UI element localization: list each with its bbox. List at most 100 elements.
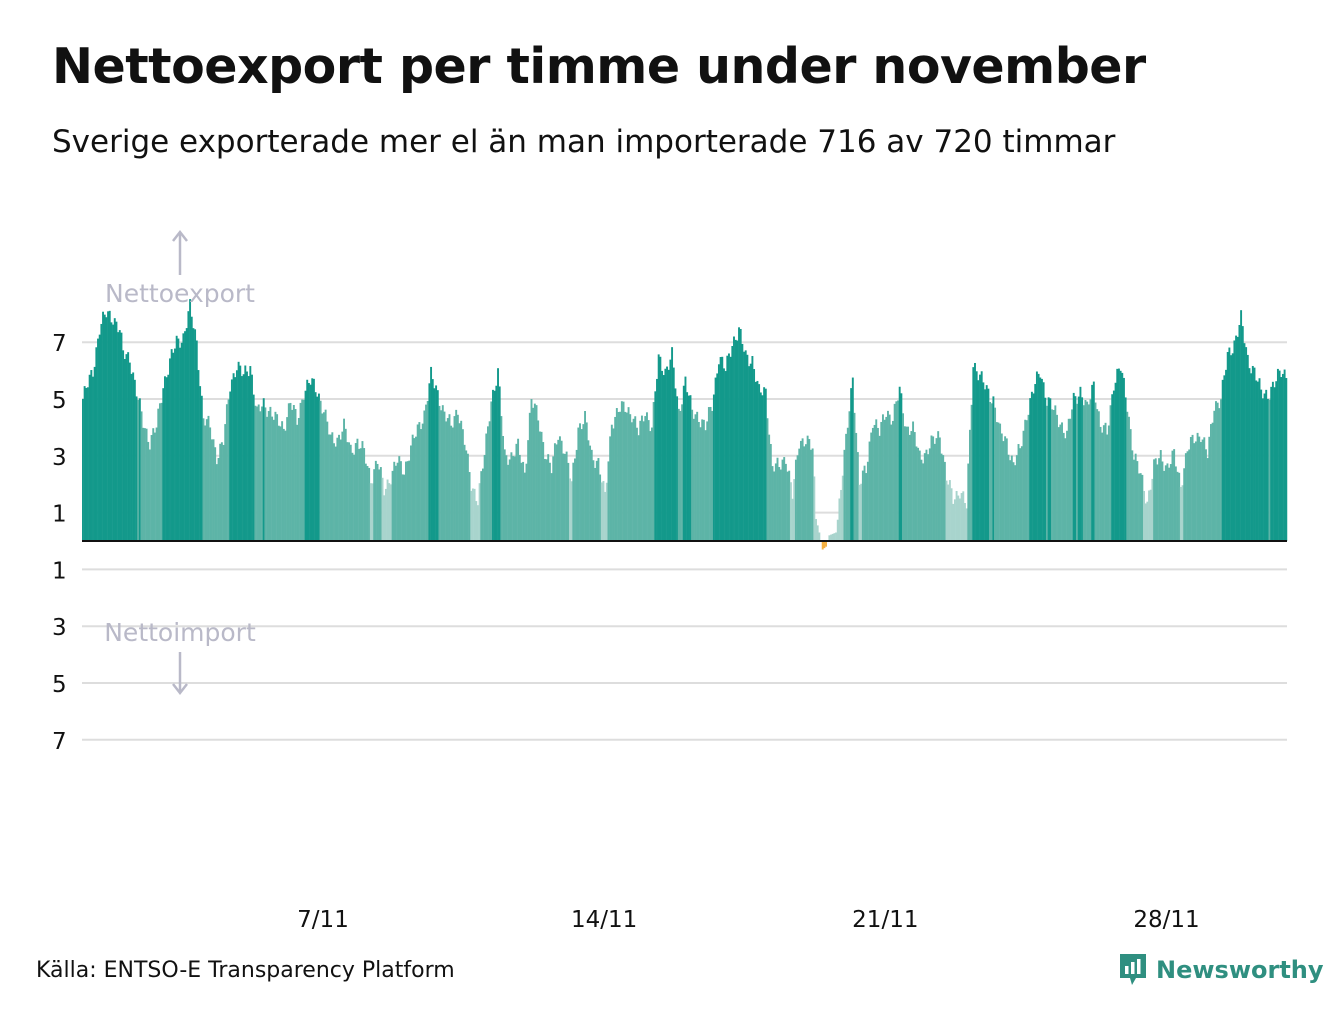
hour-bar — [368, 467, 371, 541]
hour-bar — [607, 461, 610, 541]
hour-bar — [1015, 455, 1018, 541]
hour-bar — [577, 427, 580, 541]
hour-bar — [840, 489, 843, 541]
hour-bar — [1203, 437, 1206, 541]
hour-bar — [343, 418, 345, 541]
hour-bar — [346, 442, 349, 541]
hour-bar — [953, 499, 956, 541]
hour-bar — [336, 437, 339, 541]
nettoimport-label: Nettoimport — [104, 618, 256, 647]
hour-bar — [687, 395, 690, 541]
hour-bar — [1007, 454, 1010, 541]
hour-bar — [1179, 486, 1182, 541]
hour-bar — [97, 338, 99, 541]
hour-bar — [1087, 404, 1090, 541]
hour-bar — [888, 414, 891, 541]
hour-bar — [1246, 354, 1249, 541]
hour-bar — [565, 451, 568, 541]
hour-bar — [684, 376, 687, 541]
hour-bar — [615, 408, 618, 541]
hour-bar — [1216, 402, 1219, 541]
hour-bar — [184, 331, 187, 541]
hour-bar — [582, 424, 585, 541]
hour-bar — [317, 393, 320, 541]
nettoexport-label: Nettoexport — [105, 279, 255, 308]
hour-bar — [667, 369, 670, 541]
hour-bar — [1017, 444, 1020, 541]
hour-bar — [200, 395, 203, 541]
down-arrow-head-icon — [172, 683, 188, 696]
hour-bar — [709, 406, 712, 541]
hour-bar — [249, 366, 252, 541]
hour-bar — [605, 482, 608, 541]
newsworthy-logo: Newsworthy — [1118, 952, 1324, 988]
hour-bar — [307, 383, 310, 541]
hour-bar — [461, 429, 464, 541]
hour-bar — [833, 533, 836, 541]
hour-bar — [1255, 380, 1258, 541]
hour-bar — [1112, 390, 1115, 541]
hour-bar — [1138, 473, 1140, 541]
hour-bar — [1025, 420, 1028, 541]
hour-bar — [1166, 463, 1169, 541]
hour-bar — [948, 480, 951, 541]
hour-bar — [436, 390, 439, 541]
hour-bar — [860, 483, 863, 541]
hour-bar — [1154, 458, 1157, 541]
hour-bar — [108, 310, 111, 541]
hour-bar — [801, 438, 804, 541]
hour-bar — [629, 414, 632, 541]
hour-bar — [100, 323, 103, 541]
hour-bar — [1040, 378, 1043, 541]
hour-bar — [1149, 489, 1152, 541]
hour-bar — [972, 367, 975, 541]
hour-bar — [406, 461, 409, 541]
hour-bar — [716, 373, 719, 541]
hour-bar — [562, 453, 565, 541]
hour-bar — [905, 426, 908, 541]
hour-bar — [1086, 401, 1089, 541]
hour-bar — [865, 473, 868, 541]
hour-bar — [525, 463, 528, 541]
hour-bar — [112, 324, 115, 541]
hour-bar — [686, 392, 689, 541]
hour-bar — [637, 435, 640, 541]
hour-bar — [619, 411, 622, 541]
hour-bar — [721, 356, 724, 541]
hour-bar — [301, 399, 304, 541]
hour-bar — [1163, 470, 1166, 541]
hour-bar — [512, 456, 515, 541]
hour-bar — [756, 380, 759, 541]
hour-bar — [995, 422, 998, 541]
hour-bar — [324, 409, 327, 541]
hour-bar — [1099, 426, 1102, 541]
hour-bar — [1030, 391, 1033, 541]
hour-bar — [726, 355, 729, 541]
hour-bar — [394, 465, 397, 541]
hour-bar — [1176, 471, 1179, 541]
hour-bar — [415, 436, 417, 541]
hour-bar — [279, 426, 282, 541]
hour-bar — [858, 484, 861, 541]
hour-bar — [348, 442, 351, 541]
hour-bar — [943, 461, 946, 541]
hour-bar — [764, 388, 767, 541]
hour-bar — [915, 446, 918, 541]
hour-bar — [1276, 368, 1279, 541]
hour-bar — [292, 405, 295, 541]
hour-bar — [1066, 430, 1068, 541]
hour-bar — [702, 419, 705, 541]
x-tick-label: 21/11 — [852, 907, 918, 933]
hour-bar — [793, 479, 796, 541]
hour-bar — [284, 430, 287, 541]
hour-bar — [878, 435, 881, 541]
hour-bar — [1061, 422, 1063, 541]
hour-bar — [1005, 438, 1008, 541]
hour-bar — [107, 311, 110, 541]
hour-bar — [1111, 394, 1114, 541]
hour-bar — [825, 541, 827, 547]
hour-bar — [1106, 434, 1109, 541]
hour-bar — [246, 371, 248, 541]
hour-bar — [384, 488, 387, 541]
hour-bar — [1278, 370, 1281, 541]
